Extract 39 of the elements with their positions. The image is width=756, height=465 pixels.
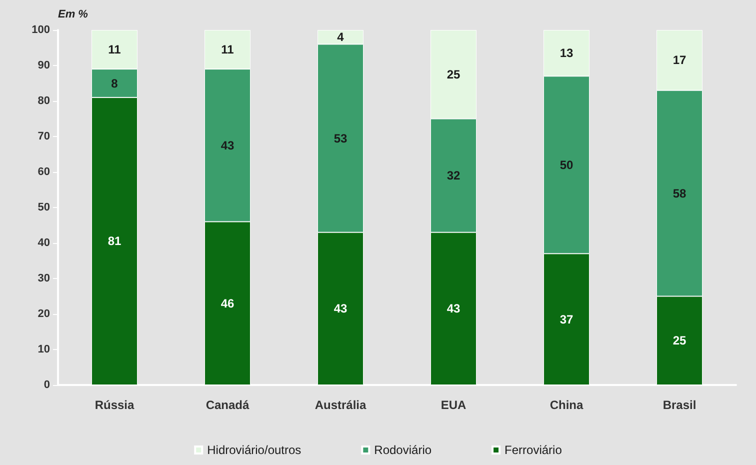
x-tick-label: Canadá xyxy=(206,398,250,412)
y-tick-label: 20 xyxy=(38,308,50,320)
data-label: 11 xyxy=(108,42,122,57)
data-label: 46 xyxy=(220,296,234,310)
y-tick-label: 70 xyxy=(38,130,50,142)
data-label: 43 xyxy=(334,302,348,316)
data-label: 17 xyxy=(672,53,686,68)
data-label: 25 xyxy=(672,334,686,348)
y-tick-label: 30 xyxy=(38,272,50,284)
data-label: 25 xyxy=(446,67,460,82)
legend-label: Hidroviário/outros xyxy=(207,443,302,457)
y-tick-label: 40 xyxy=(38,237,50,249)
y-tick-label: 0 xyxy=(44,379,50,391)
x-tick-label: China xyxy=(550,398,584,412)
x-tick-label: Austrália xyxy=(314,398,366,412)
data-label: 43 xyxy=(446,302,460,316)
data-label: 53 xyxy=(334,131,348,146)
data-label: 4 xyxy=(337,30,344,44)
data-label: 11 xyxy=(221,42,234,57)
data-label: 43 xyxy=(220,138,234,152)
x-tick-label: Brasil xyxy=(662,398,696,412)
y-tick-label: 100 xyxy=(32,24,50,36)
y-axis-title: Em % xyxy=(58,8,88,20)
y-tick-label: 10 xyxy=(38,344,50,356)
y-tick-label: 50 xyxy=(38,202,50,214)
data-label: 50 xyxy=(560,158,574,172)
data-label: 58 xyxy=(672,186,686,200)
legend-label: Ferroviário xyxy=(504,443,562,457)
x-tick-label: Rússia xyxy=(94,398,134,412)
y-tick-label: 60 xyxy=(38,166,50,178)
data-label: 37 xyxy=(560,312,574,326)
data-label: 32 xyxy=(446,168,460,183)
y-tick-label: 90 xyxy=(38,60,50,72)
legend-label: Rodoviário xyxy=(374,443,432,457)
x-tick-label: EUA xyxy=(440,398,466,412)
data-label: 8 xyxy=(111,76,118,90)
y-tick-label: 80 xyxy=(38,95,50,107)
data-label: 13 xyxy=(560,46,574,60)
data-label: 81 xyxy=(108,234,122,248)
